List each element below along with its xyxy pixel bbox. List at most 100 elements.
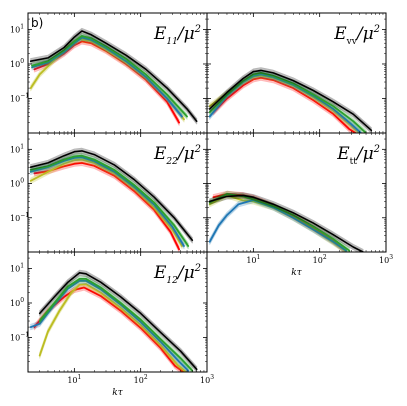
x-tick-label: 102	[134, 374, 148, 385]
panel-title: Ett/μ2	[336, 144, 380, 167]
series-line	[33, 286, 185, 372]
y-tick-label: 10−1	[10, 212, 29, 223]
series-line-shade	[30, 152, 189, 245]
panel-e22: 101 100 10−1 E22/μ2	[10, 132, 208, 253]
figure-label: b)	[31, 16, 43, 30]
series-line	[29, 154, 190, 247]
series-line	[212, 76, 357, 133]
series-line-shade	[30, 161, 183, 250]
series-line-shade	[30, 41, 185, 123]
panel-title-tail: /μ	[176, 263, 195, 283]
panel-title-main: E	[153, 263, 167, 283]
x-axis-label: kτ	[291, 268, 302, 278]
panel-title-sup: 2	[194, 24, 201, 35]
series-line-shade	[33, 289, 182, 372]
series-line-shade	[209, 75, 361, 133]
x-tick-label: 101	[246, 254, 260, 265]
y-tick-label: 100	[10, 178, 24, 189]
panel-frame	[206, 132, 387, 253]
panel-title-sub: 11	[166, 37, 177, 47]
panel-title-main: E	[333, 24, 347, 44]
series-line	[208, 194, 364, 252]
panel-title: Evv/μ2	[333, 24, 380, 47]
panel-title-sub: 12	[166, 276, 178, 286]
series-line-shade	[30, 147, 193, 239]
panel-title-tail: /μ	[176, 144, 195, 164]
panel-title: E22/μ2	[153, 144, 201, 167]
panel-title-sub: vv	[346, 37, 358, 47]
series-group	[208, 67, 373, 133]
panel-title-sup: 2	[194, 144, 201, 155]
series-line-shade	[209, 74, 365, 133]
series-line-shade	[209, 195, 349, 252]
x-tick-label: 103	[379, 254, 393, 265]
series-line-shade	[209, 67, 372, 129]
series-line-shade	[31, 39, 183, 120]
x-tick-label: 102	[313, 254, 327, 265]
panel-title: E12/μ2	[153, 263, 201, 286]
series-line	[29, 30, 198, 122]
y-tick-label: 101	[10, 143, 24, 154]
y-tick-label: 100	[10, 297, 24, 308]
series-line-shade	[30, 159, 185, 250]
panel-title-tail: /μ	[355, 144, 374, 164]
y-tick-label: 10−1	[10, 331, 29, 342]
series-line	[38, 272, 198, 371]
series-line-shade	[209, 194, 350, 252]
panel-title-tail: /μ	[176, 24, 195, 44]
series-line-shade	[209, 77, 358, 133]
series-line-shade	[209, 71, 367, 133]
series-line-shade	[209, 201, 346, 252]
series-line-shade	[209, 196, 362, 252]
series-line-shade	[30, 152, 193, 244]
series-line-shade	[209, 73, 366, 133]
series-line-shade	[30, 157, 189, 250]
panel-title-sub: tt	[350, 157, 358, 167]
series-line	[212, 193, 345, 251]
series-line-shade	[209, 71, 372, 133]
panel-evv: Evv/μ2	[206, 12, 387, 134]
series-line-shade	[30, 149, 193, 240]
panel-frame	[27, 251, 208, 373]
series-line-shade	[30, 32, 198, 125]
series-line-shade	[209, 193, 346, 250]
series-line	[31, 36, 183, 118]
series-group	[29, 27, 198, 126]
series-line-shade	[209, 197, 360, 252]
x-tick-label: 103	[200, 374, 214, 385]
series-line-shade	[39, 275, 193, 369]
series-line	[29, 158, 183, 247]
series-line	[208, 199, 347, 252]
series-line	[33, 162, 180, 251]
series-group	[29, 269, 198, 372]
series-group	[208, 190, 364, 252]
series-line-shade	[31, 37, 188, 120]
series-line-shade	[39, 269, 198, 368]
series-line-shade	[39, 273, 198, 372]
panel-title-sub: 22	[165, 157, 178, 167]
series-line-shade	[209, 196, 346, 252]
series-line-shade	[209, 72, 372, 133]
series-line-shade	[30, 151, 193, 243]
panel-title-tail: /μ	[355, 24, 374, 44]
series-line	[38, 278, 194, 372]
y-tick-label: 101	[10, 262, 24, 273]
panel-title-sup: 2	[194, 263, 201, 274]
series-line	[29, 150, 194, 242]
panel-ett: 101 102 103 kτ Ett/μ2	[206, 132, 393, 278]
panel-title-main: E	[153, 144, 167, 164]
series-line	[31, 35, 188, 118]
panel-title-main: E	[153, 24, 167, 44]
panel-e11: 101 100 10−1 E11/μ2	[10, 12, 208, 134]
series-line-shade	[209, 193, 364, 252]
series-group	[29, 147, 194, 252]
series-line-shade	[30, 282, 188, 372]
series-line-shade	[39, 286, 184, 372]
panel-title-sup: 2	[373, 24, 380, 35]
series-line	[29, 279, 190, 372]
x-tick-label: 101	[67, 374, 81, 385]
series-line-shade	[212, 79, 353, 133]
y-tick-label: 101	[10, 23, 24, 34]
series-line	[208, 69, 373, 132]
